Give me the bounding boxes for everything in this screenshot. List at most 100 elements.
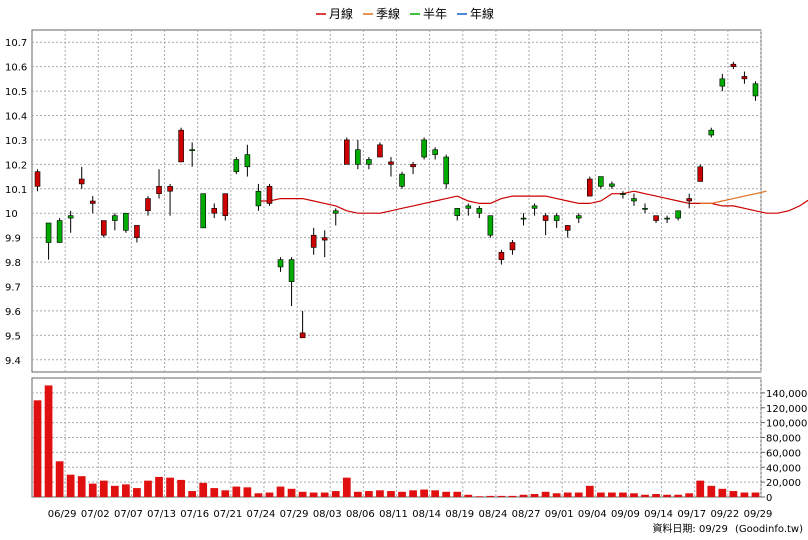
candle-body xyxy=(642,208,648,210)
volume-y-axis: 0 20,000 40,000 60,000 80,000 100,000 120,000 1… xyxy=(761,389,807,504)
volume-bar xyxy=(232,486,241,497)
volume-bar xyxy=(519,494,528,497)
volume-tick-label: 120,000 xyxy=(766,404,807,415)
volume-bar xyxy=(475,496,484,497)
candle-body xyxy=(686,198,692,202)
volume-bar xyxy=(177,479,185,497)
candle-body xyxy=(509,242,516,251)
price-tick-label: 10 xyxy=(5,209,18,220)
price-frame xyxy=(31,29,762,373)
candle-body xyxy=(465,205,472,209)
candle-body xyxy=(399,173,405,187)
candle-body xyxy=(167,186,173,192)
candle-body xyxy=(189,149,195,151)
date-tick-label: 08/24 xyxy=(478,509,507,520)
volume-bar xyxy=(596,492,605,497)
volume-bar xyxy=(751,492,760,497)
volume-bar xyxy=(508,495,517,497)
volume-bar xyxy=(530,494,539,497)
candle-body xyxy=(112,215,118,221)
volume-bar xyxy=(420,489,428,497)
volume-bar xyxy=(619,492,627,497)
volume-bar xyxy=(608,492,616,497)
volume-bar xyxy=(155,476,163,497)
candle-body xyxy=(56,220,63,243)
legend-label-3: 年線 xyxy=(470,6,494,21)
volume-bar xyxy=(365,491,373,497)
volume-bar xyxy=(66,474,75,497)
price-tick-label: 9.4 xyxy=(5,356,21,367)
volume-bar xyxy=(133,488,141,497)
volume-tick-label: 40,000 xyxy=(766,463,801,474)
volume-tick-label: 140,000 xyxy=(766,389,807,400)
price-grid xyxy=(31,29,762,373)
chart-legend: 月線 季線 半年 年線 xyxy=(316,6,494,21)
candle-body xyxy=(454,208,461,216)
candle-body xyxy=(388,161,394,165)
candle-body xyxy=(542,215,549,221)
volume-bar xyxy=(110,485,119,497)
volume-tick-label: 0 xyxy=(766,493,772,504)
candle-body xyxy=(675,210,681,219)
candle-body xyxy=(587,178,593,197)
date-tick-label: 09/14 xyxy=(644,509,673,520)
candle-body xyxy=(708,129,715,136)
volume-bar xyxy=(486,495,495,497)
candle-body xyxy=(222,193,229,216)
date-tick-label: 07/24 xyxy=(247,509,276,520)
price-tick-label: 10.6 xyxy=(5,63,27,74)
price-tick-label: 10.1 xyxy=(5,185,27,196)
candle-body xyxy=(178,129,184,163)
volume-bar xyxy=(740,492,749,497)
volume-bar xyxy=(574,492,583,497)
volume-bar xyxy=(55,461,64,497)
volume-series xyxy=(33,385,760,497)
volume-bar xyxy=(44,385,53,497)
legend-label-0: 月線 xyxy=(329,6,353,21)
volume-bar xyxy=(309,492,318,497)
candle-body xyxy=(123,212,129,231)
volume-bar xyxy=(276,486,285,497)
candle-body xyxy=(653,215,659,221)
candle-body xyxy=(620,193,626,195)
candle-body xyxy=(233,159,240,172)
date-tick-label: 09/09 xyxy=(611,509,640,520)
candle-body xyxy=(410,164,416,168)
volume-bar xyxy=(88,483,97,497)
legend-label-1: 季線 xyxy=(376,6,400,21)
volume-bar xyxy=(298,491,307,497)
volume-bar xyxy=(541,491,550,497)
candle-body xyxy=(487,215,494,236)
volume-bar xyxy=(464,494,473,497)
volume-bar xyxy=(663,494,671,497)
candle-body xyxy=(288,259,295,282)
candle-body xyxy=(344,139,350,165)
date-tick-label: 06/29 xyxy=(48,509,77,520)
candle-body xyxy=(134,225,140,238)
date-tick-label: 07/16 xyxy=(180,509,209,520)
candle-body xyxy=(355,149,361,165)
volume-bar xyxy=(243,487,252,497)
moving-average-lines xyxy=(258,190,808,214)
volume-bar xyxy=(199,482,208,497)
candle-body xyxy=(310,234,317,248)
candle-body xyxy=(520,217,527,220)
volume-bar xyxy=(320,492,329,497)
date-tick-label: 07/21 xyxy=(213,509,242,520)
volume-bar xyxy=(729,491,738,497)
volume-tick-label: 20,000 xyxy=(766,478,801,489)
price-tick-label: 9.7 xyxy=(5,283,21,294)
footer-date: 資料日期: 09/29 xyxy=(652,522,727,535)
candle-body xyxy=(476,208,483,214)
candle-body xyxy=(664,217,670,220)
candle-body xyxy=(564,225,571,231)
date-tick-label: 09/17 xyxy=(677,509,706,520)
date-tick-label: 08/27 xyxy=(512,509,541,520)
volume-bar xyxy=(210,488,219,497)
candle-body xyxy=(211,208,218,214)
volume-bar xyxy=(331,491,340,497)
date-tick-label: 08/14 xyxy=(412,509,441,520)
svg-text:資料日期: 09/29 (Goodinfo.tw): 資料日期: 09/29 (Goodinfo.tw) xyxy=(652,522,803,535)
volume-bar xyxy=(188,491,197,497)
candle-body xyxy=(432,149,438,155)
